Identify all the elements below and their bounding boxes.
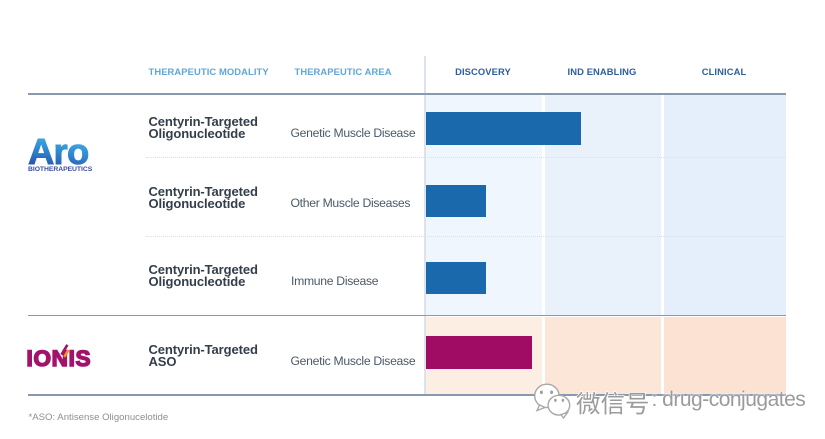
- svg-text:Aro: Aro: [28, 133, 88, 169]
- svg-text:IONIS: IONIS: [27, 346, 92, 368]
